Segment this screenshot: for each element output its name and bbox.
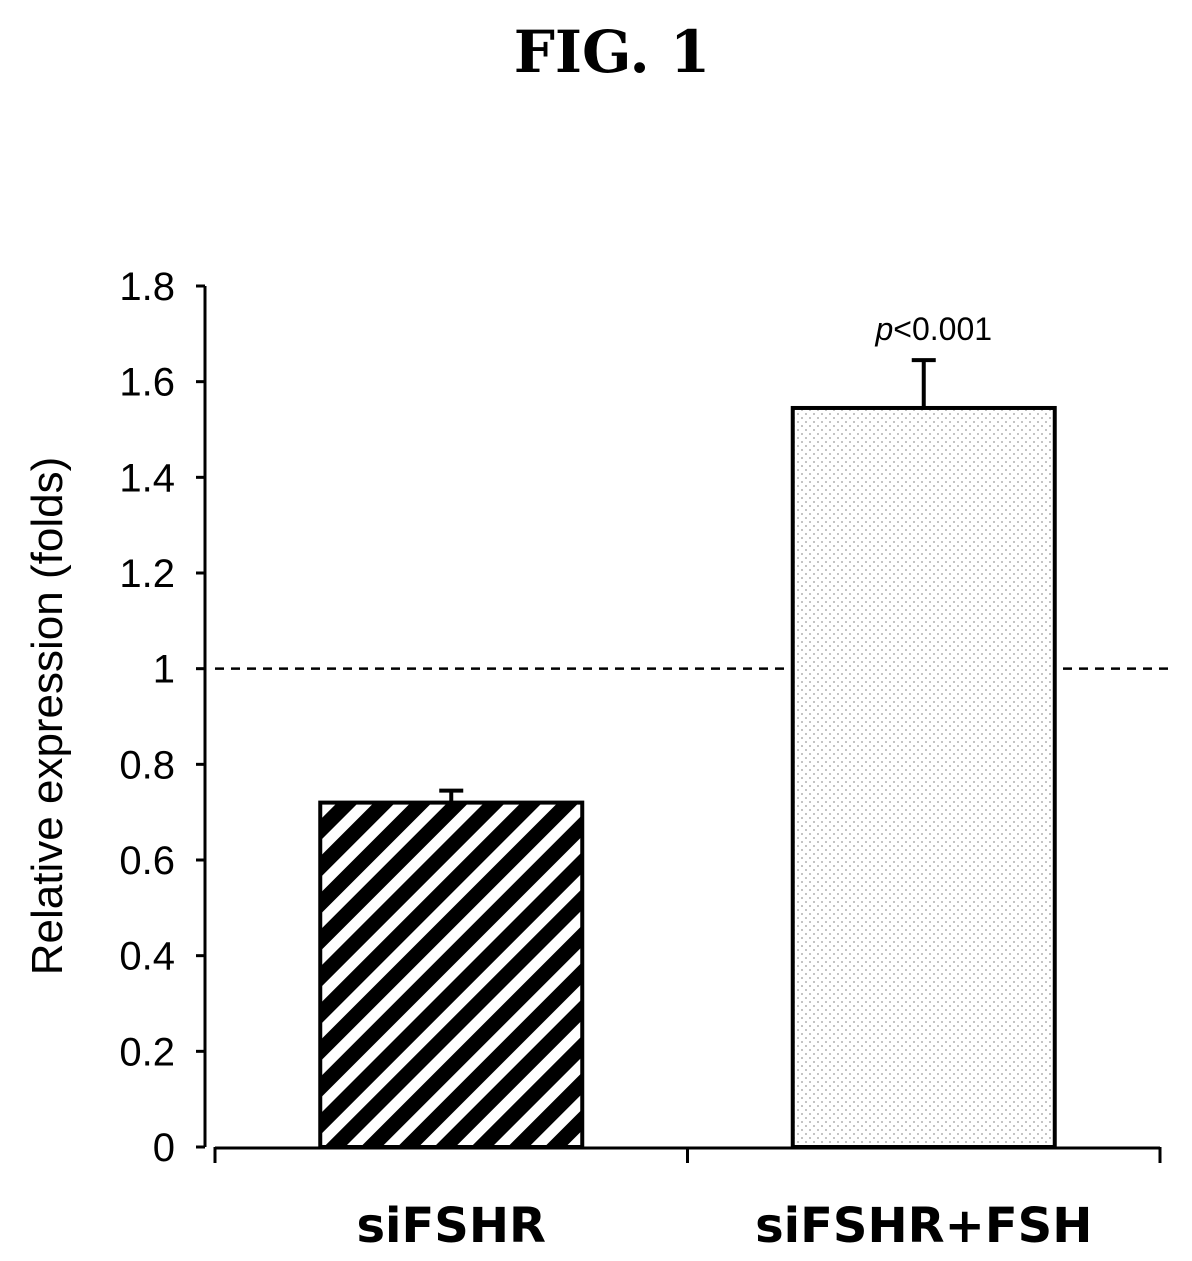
y-tick-label: 0.8 xyxy=(119,743,175,787)
x-axis: siFSHR siFSHR+FSH xyxy=(213,1146,1162,1254)
bar-sifshr xyxy=(318,800,585,1149)
annotations-group: p<0.001 xyxy=(874,311,992,347)
annotation-rest-part: <0.001 xyxy=(893,311,992,347)
y-tick-label: 1.2 xyxy=(119,552,175,596)
bar-sifshr-fsh xyxy=(790,405,1057,1150)
bars-group xyxy=(318,405,1057,1150)
x-category-label: siFSHR xyxy=(356,1198,546,1254)
y-tick-label: 1 xyxy=(153,648,175,692)
figure-title: FIG. 1 xyxy=(514,18,711,86)
y-tick-label: 1.8 xyxy=(119,265,175,309)
error-bars-group xyxy=(439,358,936,803)
annotation-italic-part: p xyxy=(874,311,893,347)
y-axis: 0 0.2 0.4 0.6 0.8 1 1.2 1.4 1.6 1.8 xyxy=(119,265,207,1170)
y-tick-label: 0 xyxy=(153,1126,175,1170)
y-tick-label: 0.2 xyxy=(119,1030,175,1074)
y-tick-label: 0.6 xyxy=(119,839,175,883)
y-tick-label: 1.4 xyxy=(119,456,175,500)
y-tick-label: 0.4 xyxy=(119,935,175,979)
significance-annotation: p<0.001 xyxy=(874,311,992,347)
y-tick-label: 1.6 xyxy=(119,361,175,405)
x-category-label: siFSHR+FSH xyxy=(755,1198,1092,1254)
y-axis-label: Relative expression (folds) xyxy=(23,457,72,975)
